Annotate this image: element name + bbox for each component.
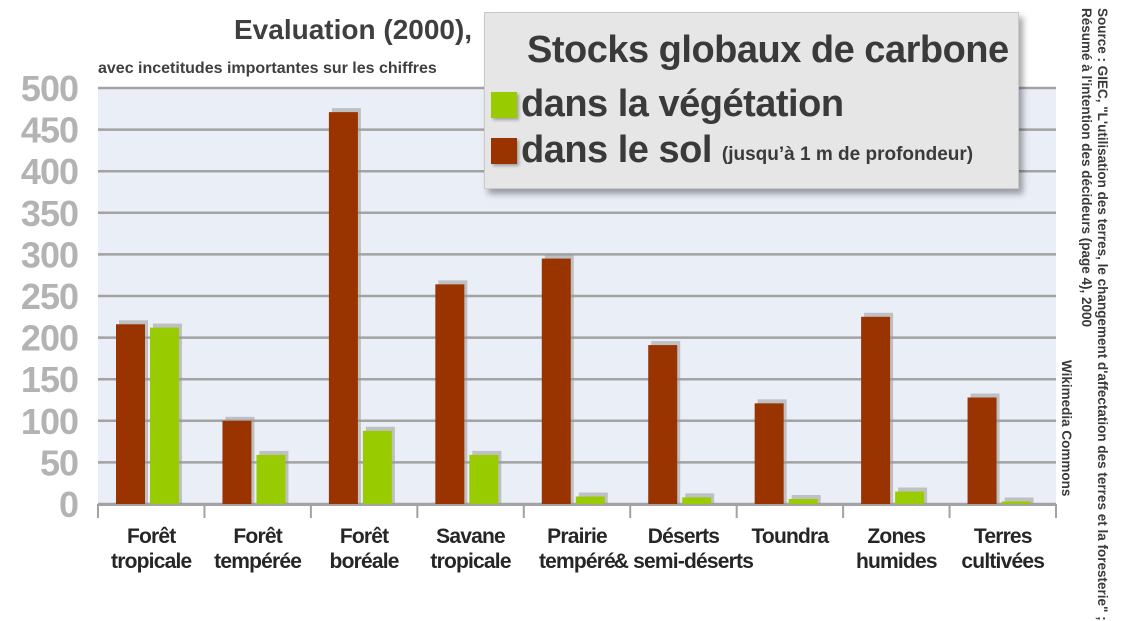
y-tick-label: 450	[21, 110, 78, 151]
x-tick-label: cultivées	[961, 550, 1044, 573]
bar-sol	[648, 345, 678, 504]
legend-swatch-vegetation	[491, 91, 517, 118]
bar-vegetation	[362, 430, 392, 504]
source-line-2: Résumé à l'intention des décideurs (page…	[1079, 8, 1094, 328]
y-tick-label: 400	[21, 151, 78, 192]
bar-sol	[222, 420, 252, 504]
x-tick-label: tempérée	[214, 550, 301, 573]
source-citation: Source : GIEC, "L'utilisation des terres…	[1078, 8, 1110, 621]
y-tick-label: 250	[21, 276, 78, 317]
bar-sol	[328, 112, 358, 505]
x-tick-label: Zones	[867, 525, 925, 548]
bar-shadow	[1004, 497, 1034, 504]
legend-item-sol: dans le sol (jusqu’à 1 m de profondeur)	[491, 129, 973, 172]
bar-vegetation	[1001, 501, 1031, 504]
legend-label-vegetation: dans la végétation	[521, 83, 844, 125]
legend-item-vegetation: dans la végétation	[491, 83, 844, 126]
legend-label-sol: dans le sol	[521, 129, 712, 171]
source-line-1: Source : GIEC, "L'utilisation des terres…	[1095, 8, 1110, 621]
x-tick-label: humides	[856, 550, 937, 573]
bar-sol	[541, 258, 571, 504]
bar-vegetation	[682, 497, 712, 504]
bar-vegetation	[895, 491, 925, 504]
chart-subtitle: avec incetitudes importantes sur les chi…	[98, 60, 437, 77]
bar-vegetation	[469, 454, 499, 504]
y-tick-label: 100	[21, 401, 78, 442]
bars	[116, 108, 1034, 505]
x-tick-label: Savane	[436, 525, 505, 548]
x-tick-label: Prairie	[547, 525, 607, 548]
legend-note-sol: (jusqu’à 1 m de profondeur)	[721, 143, 974, 165]
bar-sol	[435, 284, 465, 504]
x-tick-label: Toundra	[751, 525, 829, 548]
y-tick-label: 50	[40, 442, 78, 483]
x-tick-label: Forêt	[127, 525, 176, 548]
x-tick-label: Déserts	[648, 525, 720, 548]
x-tick-label: tropicale	[111, 550, 191, 573]
legend: Stocks globaux de carbone dans la végéta…	[484, 12, 1019, 189]
legend-swatch-sol	[491, 137, 517, 164]
bar-vegetation	[575, 496, 605, 504]
bar-sol	[967, 397, 997, 504]
y-tick-label: 300	[21, 234, 78, 275]
x-tick-label: Terres	[974, 525, 1032, 548]
bar-sol	[754, 403, 784, 504]
x-tick-label: Forêt	[233, 525, 282, 548]
bar-vegetation	[256, 454, 286, 504]
chart-title: Evaluation (2000),	[234, 14, 473, 45]
bar-sol	[116, 324, 145, 504]
bar-sol	[861, 316, 891, 504]
y-tick-label: 350	[21, 193, 78, 234]
credit-wikimedia: Wikimedia Commons	[1059, 360, 1074, 497]
x-axis: ForêttropicaleForêttempéréeForêtboréaleS…	[97, 504, 1057, 573]
y-tick-label: 150	[21, 359, 78, 400]
x-tick-label: tempéré	[539, 550, 615, 573]
x-tick-label: Forêt	[340, 525, 389, 548]
x-tick-label: boréale	[330, 550, 399, 573]
y-tick-label: 0	[59, 484, 78, 525]
bar-vegetation	[788, 499, 818, 504]
x-tick-label: tropicale	[430, 550, 510, 573]
y-tick-label: 500	[21, 68, 78, 109]
y-tick-label: 200	[21, 318, 78, 359]
x-tick-label: & semi-déserts	[614, 550, 753, 573]
bar-vegetation	[150, 327, 179, 504]
legend-title: Stocks globaux de carbone	[527, 29, 1009, 71]
